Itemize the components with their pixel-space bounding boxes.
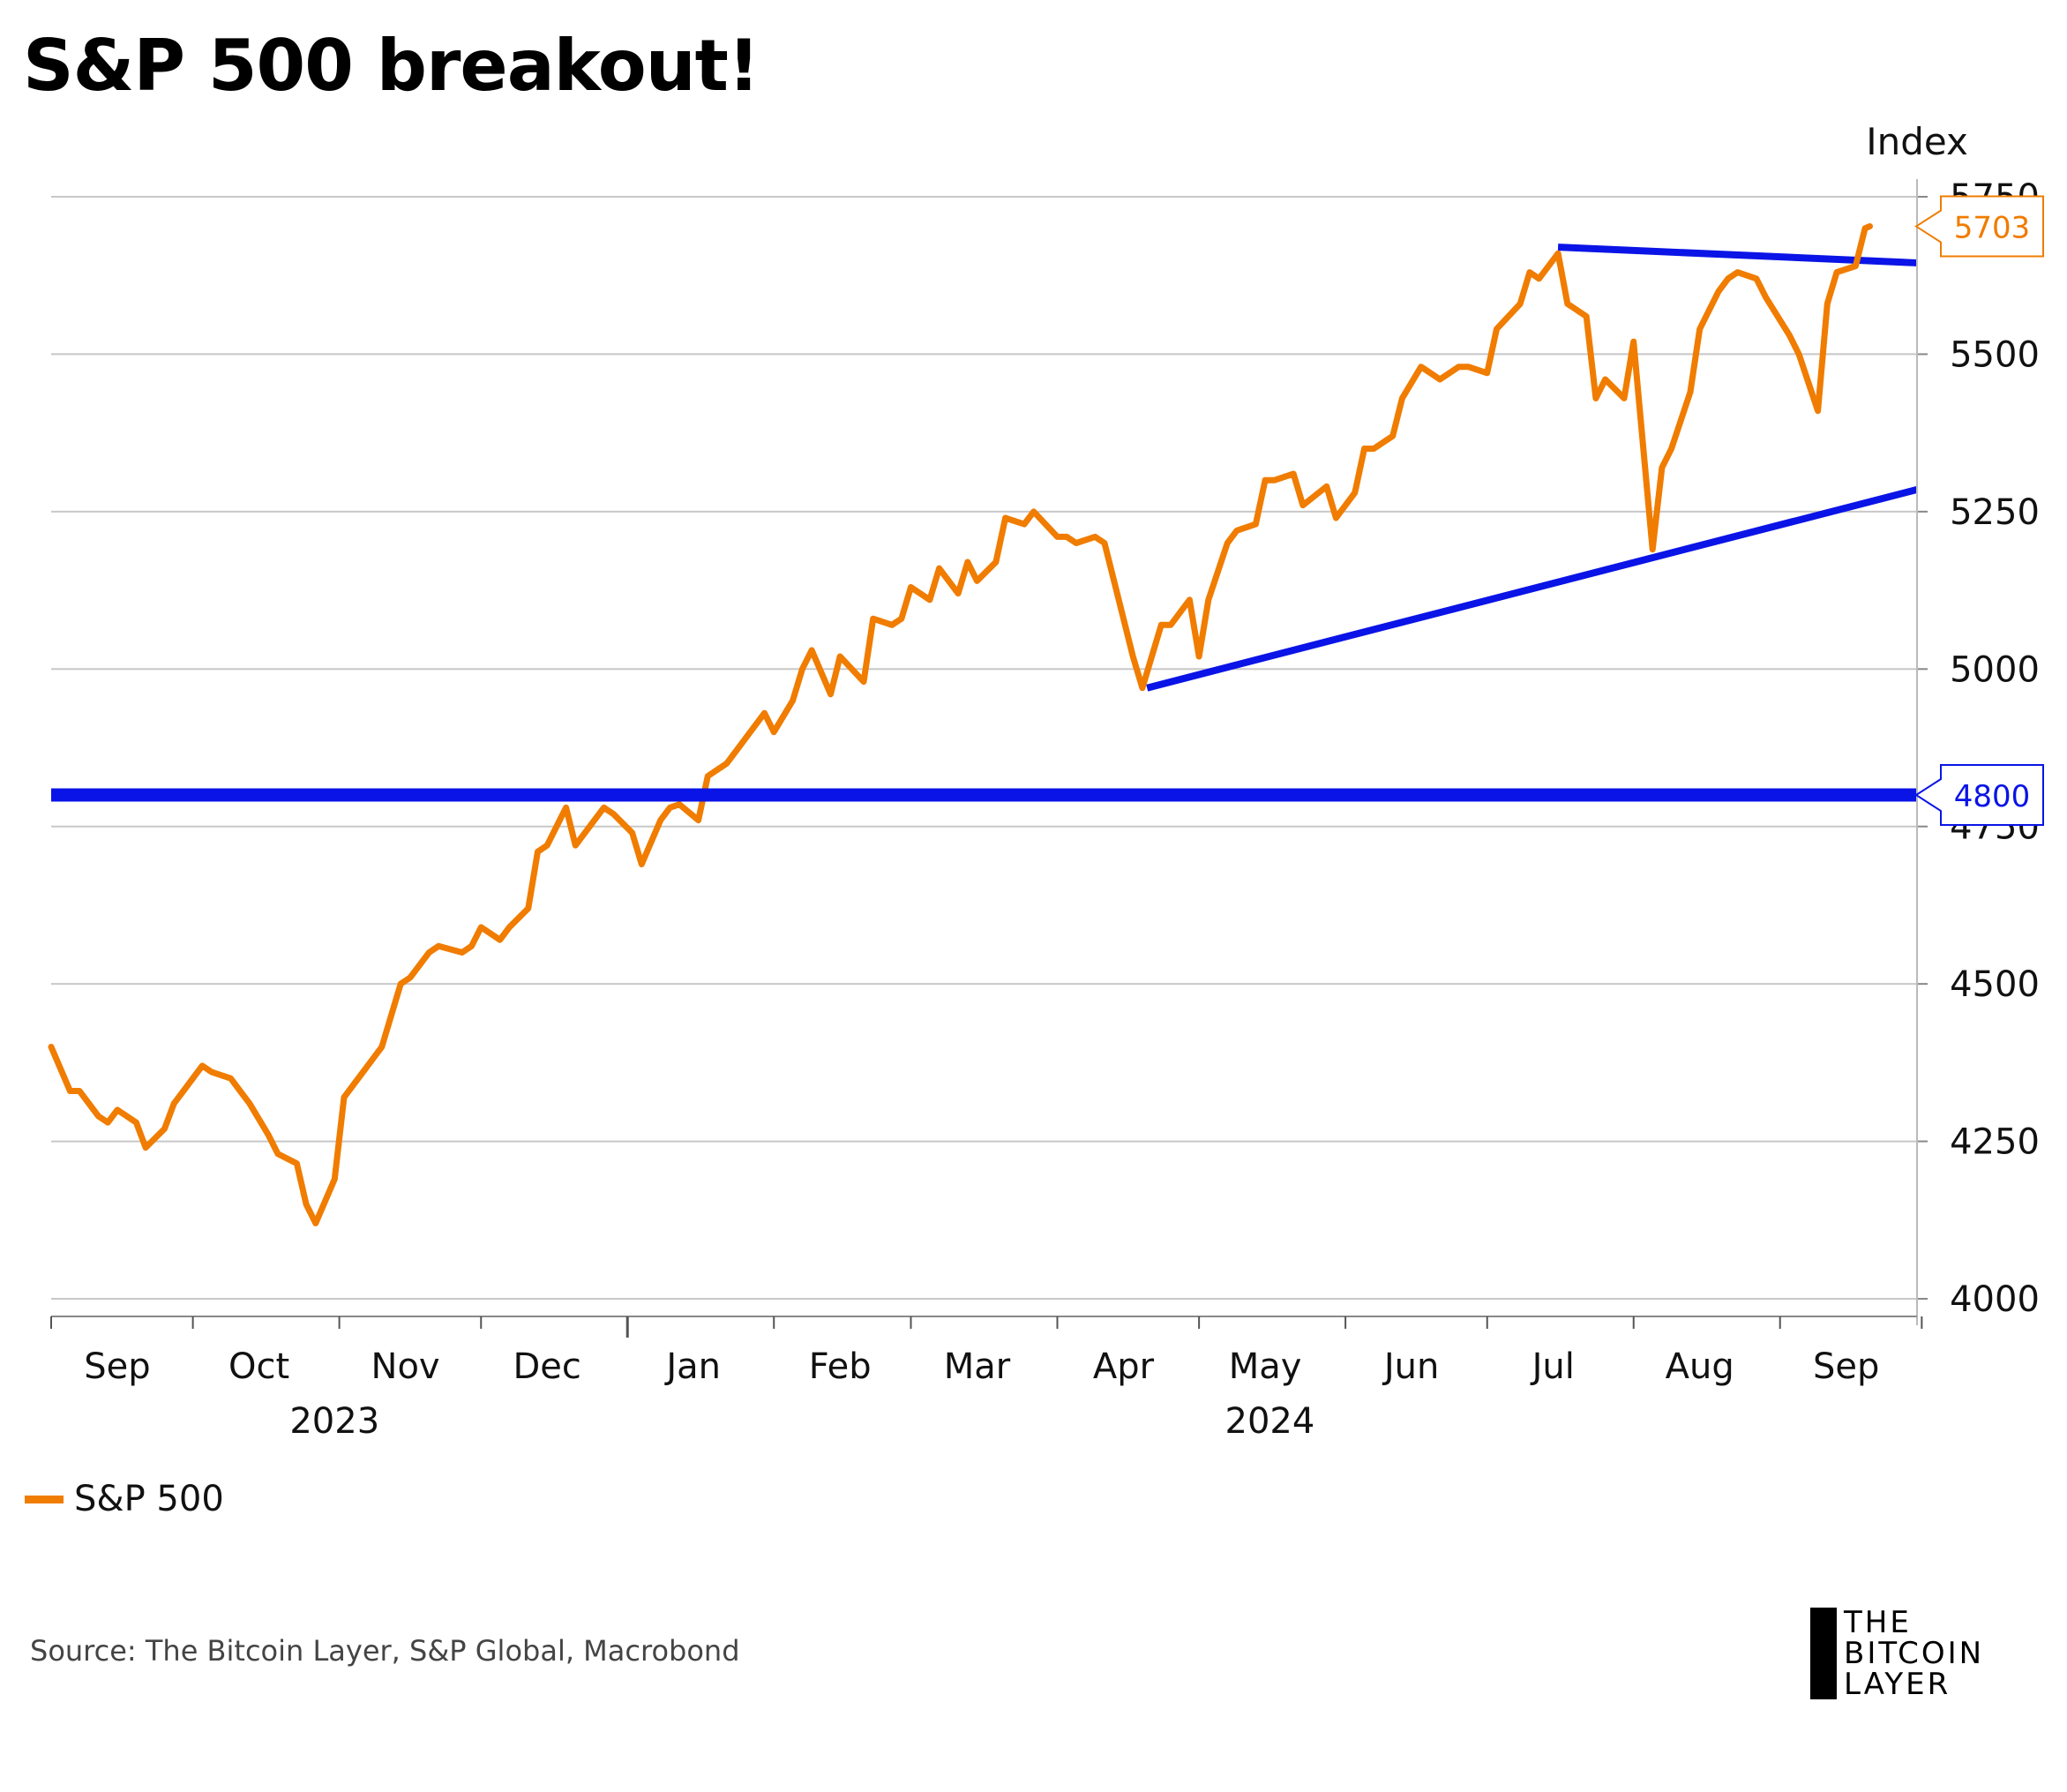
reference-label-4800-box: [1914, 764, 2044, 827]
x-tick-label-6: Mar: [944, 1346, 1011, 1387]
y-tick-label-5250: 5250: [1950, 492, 2040, 533]
x-tick-label-11: Aug: [1666, 1346, 1734, 1387]
series-line-sp500: [48, 223, 1873, 1226]
x-tick-label-9: Jun: [1382, 1346, 1440, 1387]
series-lines: [48, 223, 1873, 1226]
y-axis-title: Index: [1866, 120, 1968, 163]
legend: S&P 500: [25, 1479, 224, 1519]
grid-lines: [51, 196, 1917, 1300]
logo-bar-icon: [1810, 1608, 1837, 1699]
logo-line-1: THE: [1844, 1605, 1912, 1640]
x-tick-label-12: Sep: [1813, 1346, 1879, 1387]
x-tick-label-2: Nov: [371, 1346, 440, 1387]
source-note: Source: The Bitcoin Layer, S&P Global, M…: [30, 1634, 740, 1668]
logo-line-3: LAYER: [1844, 1667, 1951, 1702]
x-tick-label-10: Jul: [1530, 1346, 1575, 1387]
legend-swatch-sp500: [25, 1495, 64, 1503]
chart-title: S&P 500 breakout!: [23, 25, 760, 107]
y-tick-label-5500: 5500: [1950, 334, 2040, 375]
trendline-0: [1146, 486, 1918, 692]
x-tick-label-1: Oct: [228, 1346, 289, 1387]
axes: 40004250450047505000525055005750IndexSep…: [50, 120, 2040, 1442]
x-tick-label-0: Sep: [84, 1346, 150, 1387]
year-label-0: 2023: [289, 1401, 379, 1442]
logo-line-2: BITCOIN: [1844, 1636, 1985, 1671]
y-tick-label-4250: 4250: [1950, 1122, 2040, 1163]
y-tick-label-5000: 5000: [1950, 649, 2040, 690]
x-tick-label-8: May: [1229, 1346, 1302, 1387]
legend-label-sp500: S&P 500: [74, 1479, 224, 1519]
year-label-1: 2024: [1225, 1401, 1315, 1442]
trendlines: [1146, 244, 1918, 692]
last-value-label-text: 5703: [1954, 211, 2031, 246]
trendline-1: [1557, 244, 1918, 266]
x-tick-label-3: Dec: [513, 1346, 581, 1387]
last-value-label-box: [1914, 195, 2044, 258]
the-bitcoin-layer-logo: THE BITCOIN LAYER: [1810, 1608, 1984, 1699]
y-tick-label-4500: 4500: [1950, 964, 2040, 1005]
last-value-label: 5703: [1914, 195, 2044, 258]
y-tick-label-4000: 4000: [1950, 1279, 2040, 1320]
x-tick-label-7: Apr: [1093, 1346, 1155, 1387]
value-labels: 4800 5703: [1914, 195, 2044, 827]
reference-label-4800: 4800: [1914, 764, 2044, 827]
x-tick-label-5: Feb: [809, 1346, 872, 1387]
x-tick-label-4: Jan: [663, 1346, 721, 1387]
reference-label-4800-text: 4800: [1954, 779, 2031, 814]
